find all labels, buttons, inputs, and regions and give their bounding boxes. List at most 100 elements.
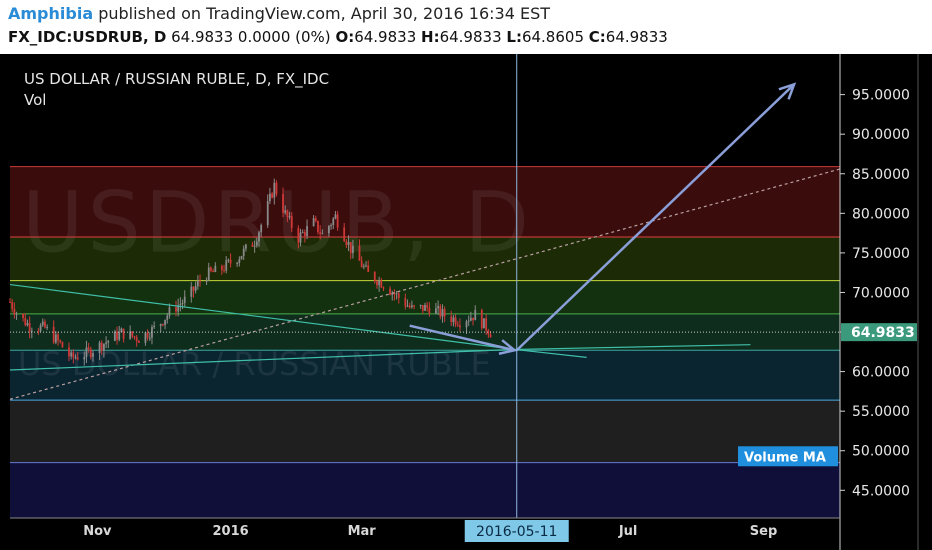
candle-body — [137, 341, 140, 343]
candle-body — [349, 242, 352, 254]
candle-body — [175, 307, 177, 312]
candle-body — [483, 318, 485, 329]
candle-body — [179, 304, 182, 306]
candle-body — [164, 319, 166, 326]
cursor-date-label: 2016-05-11 — [476, 524, 557, 540]
y-tick-label: 45.0000 — [852, 483, 910, 499]
candle-body — [39, 325, 42, 331]
candle-body — [459, 325, 461, 328]
fib-zone — [10, 237, 840, 281]
trendlines — [9, 168, 841, 400]
candle-body — [485, 318, 488, 331]
last-price-box — [841, 323, 917, 342]
candle-body — [120, 328, 123, 333]
open-label: O: — [335, 28, 355, 46]
candle-body — [269, 193, 271, 202]
close-value: 64.9833 — [605, 28, 668, 46]
candle-body — [378, 280, 381, 286]
candle-body — [244, 244, 247, 249]
candle-body — [118, 332, 121, 340]
candle-body — [362, 266, 365, 268]
y-tick-label: 85.0000 — [852, 167, 910, 183]
candle-body — [251, 244, 254, 247]
candle-body — [345, 241, 348, 245]
candle-body — [465, 321, 468, 328]
candle-body — [92, 353, 94, 357]
price-chart[interactable]: USDRUB, D US DOLLAR / RUSSIAN RUBLE US DO… — [0, 54, 932, 550]
candle-body — [238, 259, 241, 263]
chart-title: US DOLLAR / RUSSIAN RUBLE, D, FX_IDC — [24, 70, 329, 89]
candle-body — [30, 330, 33, 332]
chart-frame[interactable]: USDRUB, D US DOLLAR / RUSSIAN RUBLE US DO… — [0, 54, 932, 550]
chart-subtitle: Vol — [24, 91, 46, 109]
fib-zone — [10, 166, 840, 238]
trendline — [514, 348, 587, 358]
author-link[interactable]: Amphibia — [8, 4, 94, 23]
candle-body — [41, 321, 44, 326]
candle-body — [68, 347, 70, 357]
y-tick-label: 70.0000 — [852, 285, 910, 301]
candle-body — [330, 224, 332, 227]
candle-body — [214, 265, 217, 272]
candle-body — [13, 308, 16, 315]
candle-body — [181, 303, 184, 305]
candle-body — [469, 317, 472, 321]
x-tick-label: Nov — [83, 524, 112, 539]
candle-body — [192, 286, 195, 291]
quote-text: 64.9833 0.0000 (0%) — [171, 28, 331, 46]
candle-body — [74, 357, 77, 359]
candle-body — [113, 331, 116, 341]
candle-body — [15, 313, 18, 315]
y-tick-label: 55.0000 — [852, 404, 910, 420]
candle-body — [480, 309, 483, 329]
x-tick-label: Sep — [750, 524, 778, 539]
candle-body — [196, 280, 199, 287]
publish-line: Amphibia published on TradingView.com, A… — [8, 4, 550, 23]
candle-body — [397, 293, 400, 298]
candle-body — [395, 293, 398, 295]
candle-body — [367, 265, 370, 272]
x-tick-label: Mar — [348, 524, 377, 539]
candle-body — [435, 308, 437, 314]
arrow-head — [498, 339, 518, 355]
y-tick-label: 60.0000 — [852, 365, 910, 381]
candle-body — [24, 318, 27, 326]
candle-body — [336, 214, 339, 228]
candle-body — [419, 305, 422, 307]
fib-zones — [10, 166, 840, 518]
candle-body — [443, 309, 446, 317]
candle-body — [242, 248, 245, 257]
candle-body — [122, 328, 125, 339]
candle-body — [347, 242, 350, 245]
candle-body — [467, 320, 470, 322]
x-tick-label: Jul — [618, 524, 638, 539]
candle-body — [100, 342, 103, 351]
candle-body — [227, 259, 230, 261]
candle-body — [297, 228, 300, 243]
candle-body — [98, 342, 101, 354]
candle-body — [439, 306, 442, 317]
overlay: US DOLLAR / RUSSIAN RUBLE, D, FX_IDC Vol — [10, 54, 840, 518]
candle-body — [358, 245, 361, 261]
candle-body — [450, 316, 453, 322]
candle-body — [87, 347, 90, 349]
candle-body — [489, 334, 492, 338]
candle-body — [474, 309, 477, 321]
candle-body — [83, 356, 86, 360]
fib-zone — [10, 350, 840, 401]
candle-body — [199, 280, 201, 282]
y-tick-label: 50.0000 — [852, 444, 910, 460]
watermark: USDRUB, D US DOLLAR / RUSSIAN RUBLE — [18, 173, 533, 382]
candle-body — [190, 286, 193, 297]
candle-body — [286, 210, 289, 217]
candle-body — [194, 286, 197, 291]
candle-body — [89, 348, 92, 357]
candle-body — [301, 232, 304, 234]
candle-body — [240, 256, 243, 260]
last-price-label: 64.9833 — [851, 325, 915, 341]
watermark-symbol: USDRUB, D — [22, 173, 533, 271]
candle-body — [46, 326, 49, 328]
candle-body — [61, 341, 64, 348]
low-label: L: — [506, 28, 522, 46]
candle-body — [437, 306, 440, 309]
